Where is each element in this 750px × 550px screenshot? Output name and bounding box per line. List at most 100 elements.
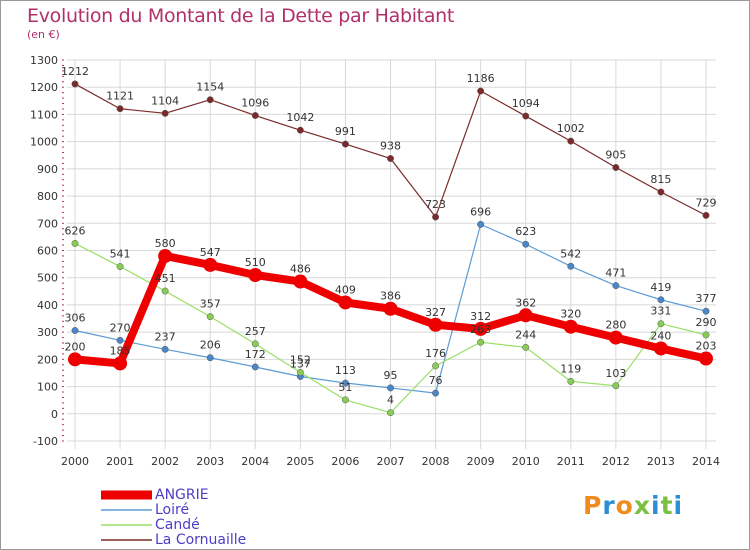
data-point xyxy=(477,338,485,346)
y-tick-label: 1000 xyxy=(30,136,58,149)
data-point xyxy=(341,379,349,387)
data-point xyxy=(567,262,575,270)
y-tick-label: 300 xyxy=(37,326,58,339)
x-tick-label: 2006 xyxy=(331,455,359,468)
data-label: 1212 xyxy=(61,65,89,78)
data-point xyxy=(522,240,530,248)
logo-letter: i xyxy=(651,491,661,520)
x-tick-label: 2012 xyxy=(602,455,630,468)
data-point xyxy=(341,396,349,404)
legend-label: La Cornuaille xyxy=(155,532,247,548)
data-point xyxy=(608,330,623,345)
data-label: 905 xyxy=(605,148,626,161)
x-tick-label: 2001 xyxy=(106,455,134,468)
x-tick-label: 2003 xyxy=(196,455,224,468)
data-point xyxy=(251,112,259,119)
data-label: 290 xyxy=(696,316,717,329)
data-point xyxy=(71,239,79,247)
x-tick-label: 2008 xyxy=(422,455,450,468)
legend-label: ANGRIE xyxy=(155,487,209,503)
data-label: 696 xyxy=(470,205,491,218)
y-tick-label: 700 xyxy=(37,217,58,230)
data-point xyxy=(387,409,394,417)
y-tick-label: 1100 xyxy=(30,108,58,121)
data-label: 815 xyxy=(650,173,671,186)
data-label: 103 xyxy=(605,367,626,380)
data-label: 312 xyxy=(470,310,491,323)
data-label: 51 xyxy=(338,381,352,394)
chart-title: Evolution du Montant de la Dette par Hab… xyxy=(27,5,455,27)
data-point xyxy=(251,363,259,371)
data-label: 510 xyxy=(245,256,266,269)
data-point xyxy=(657,296,665,304)
data-label: 729 xyxy=(696,196,717,209)
data-label: 542 xyxy=(560,247,581,260)
data-label: 626 xyxy=(65,224,86,237)
data-label: 377 xyxy=(696,292,717,305)
data-label: 137 xyxy=(290,358,311,371)
data-point xyxy=(387,155,394,162)
x-tick-label: 2002 xyxy=(151,455,179,468)
data-point xyxy=(206,96,214,104)
data-label: 723 xyxy=(425,198,446,211)
x-tick-label: 2007 xyxy=(377,455,405,468)
chart-unit: (en €) xyxy=(27,28,60,41)
logo-letter: t xyxy=(660,491,674,520)
data-point xyxy=(612,282,620,290)
data-point xyxy=(567,377,575,385)
data-point xyxy=(473,321,488,336)
data-point xyxy=(341,140,349,148)
data-label: 1042 xyxy=(286,111,314,124)
y-tick-label: -100 xyxy=(33,435,58,448)
data-label: 623 xyxy=(515,225,536,238)
legend-label: Loiré xyxy=(155,502,190,518)
data-label: 1121 xyxy=(106,90,134,103)
data-label: 200 xyxy=(65,340,86,353)
data-label: 320 xyxy=(560,308,581,321)
x-tick-label: 2014 xyxy=(692,455,720,468)
data-point xyxy=(477,220,485,228)
x-tick-label: 2011 xyxy=(557,455,585,468)
data-label: 1096 xyxy=(241,97,269,110)
data-label: 357 xyxy=(200,298,221,311)
data-point xyxy=(387,384,394,392)
data-label: 580 xyxy=(155,237,176,250)
data-label: 386 xyxy=(380,290,401,303)
data-label: 1186 xyxy=(467,72,495,85)
data-label: 306 xyxy=(65,312,86,325)
data-label: 409 xyxy=(335,283,356,296)
data-label: 1104 xyxy=(151,94,179,107)
data-label: 1154 xyxy=(196,81,224,94)
data-label: 257 xyxy=(245,325,266,338)
x-tick-label: 2000 xyxy=(61,455,89,468)
data-point xyxy=(477,87,485,95)
data-label: 270 xyxy=(110,321,131,334)
data-label: 331 xyxy=(650,305,671,318)
data-point xyxy=(161,109,169,117)
data-label: 471 xyxy=(605,267,626,280)
data-point xyxy=(567,137,575,145)
logo-letter: r xyxy=(602,491,616,520)
x-tick-label: 2009 xyxy=(467,455,495,468)
y-tick-label: 600 xyxy=(37,245,58,258)
x-tick-label: 2010 xyxy=(512,455,540,468)
x-tick-label: 2004 xyxy=(241,455,269,468)
data-label: 172 xyxy=(245,348,266,361)
data-point xyxy=(522,112,530,120)
y-tick-label: 1300 xyxy=(30,54,58,67)
logo-letter: i xyxy=(673,491,684,520)
logo-letter: o xyxy=(615,491,634,520)
data-point xyxy=(702,211,710,219)
data-label: 486 xyxy=(290,263,311,276)
data-point xyxy=(432,213,440,221)
data-point xyxy=(71,327,79,334)
data-point xyxy=(68,352,82,367)
data-point xyxy=(293,274,308,289)
series-layer xyxy=(68,80,713,417)
data-point xyxy=(116,263,124,271)
data-point xyxy=(338,295,353,310)
data-point xyxy=(158,248,173,263)
data-label: 203 xyxy=(696,340,717,353)
